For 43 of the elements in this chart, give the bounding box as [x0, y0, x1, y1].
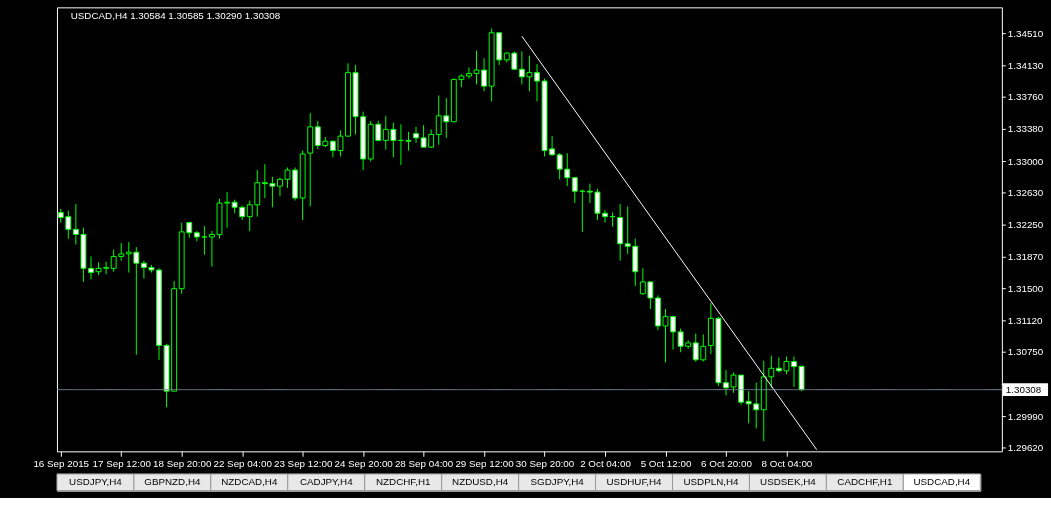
- y-tick-label: 1.34510: [1007, 27, 1044, 39]
- text: CADCHF,H1: [837, 476, 893, 488]
- ref-line-label: 1.30308: [1005, 383, 1042, 395]
- candlestick: [201, 225, 208, 256]
- text: NZDUSD,H4: [452, 476, 509, 488]
- y-tick-label: 1.33380: [1007, 123, 1044, 135]
- x-tick-label: 30 Sep 20:00: [515, 457, 575, 469]
- y-tick-label: 1.33760: [1007, 91, 1044, 103]
- x-tick-label: 17 Sep 12:00: [92, 457, 152, 469]
- x-tick-label: 22 Sep 04:00: [213, 457, 273, 469]
- text: USDSEK,H4: [760, 476, 817, 488]
- text: GBPNZD,H4: [144, 476, 201, 488]
- chart-title: USDCAD,H4 1.30584 1.30585 1.30290 1.30308: [70, 10, 281, 22]
- y-tick-label: 1.33000: [1007, 155, 1044, 167]
- y-tick-label: 1.29620: [1007, 441, 1044, 453]
- y-tick-label: 1.32630: [1007, 186, 1044, 198]
- text: USDCAD,H4: [913, 476, 971, 488]
- x-tick-label: 18 Sep 20:00: [153, 457, 212, 469]
- y-tick-label: 1.34130: [1007, 59, 1044, 71]
- y-tick-label: 1.29990: [1007, 410, 1044, 422]
- text: USDHUF,H4: [606, 476, 663, 488]
- y-tick-label: 1.31500: [1007, 282, 1044, 294]
- x-tick-label: 16 Sep 2015: [33, 457, 90, 469]
- x-tick-label: 24 Sep 20:00: [334, 457, 394, 469]
- candlestick: [571, 176, 578, 204]
- text: SGDJPY,H4: [530, 476, 585, 488]
- y-tick-label: 1.30750: [1007, 346, 1044, 358]
- x-tick-label: 2 Oct 04:00: [580, 457, 632, 469]
- text: NZDCAD,H4: [221, 476, 278, 488]
- y-tick-label: 1.32250: [1007, 219, 1044, 231]
- text: NZDCHF,H1: [375, 476, 431, 488]
- x-tick-label: 29 Sep 12:00: [455, 457, 515, 469]
- text: USDPLN,H4: [683, 476, 740, 488]
- text: CADJPY,H4: [299, 476, 354, 488]
- y-tick-label: 1.31870: [1007, 251, 1044, 263]
- text: USDJPY,H4: [69, 476, 123, 488]
- x-tick-label: 28 Sep 04:00: [394, 457, 454, 469]
- x-tick-label: 6 Oct 20:00: [701, 457, 753, 469]
- x-tick-label: 23 Sep 12:00: [273, 457, 333, 469]
- x-tick-label: 5 Oct 12:00: [640, 457, 692, 469]
- candlestick: [405, 131, 412, 152]
- y-tick-label: 1.31120: [1007, 314, 1044, 326]
- x-tick-label: 8 Oct 04:00: [761, 457, 813, 469]
